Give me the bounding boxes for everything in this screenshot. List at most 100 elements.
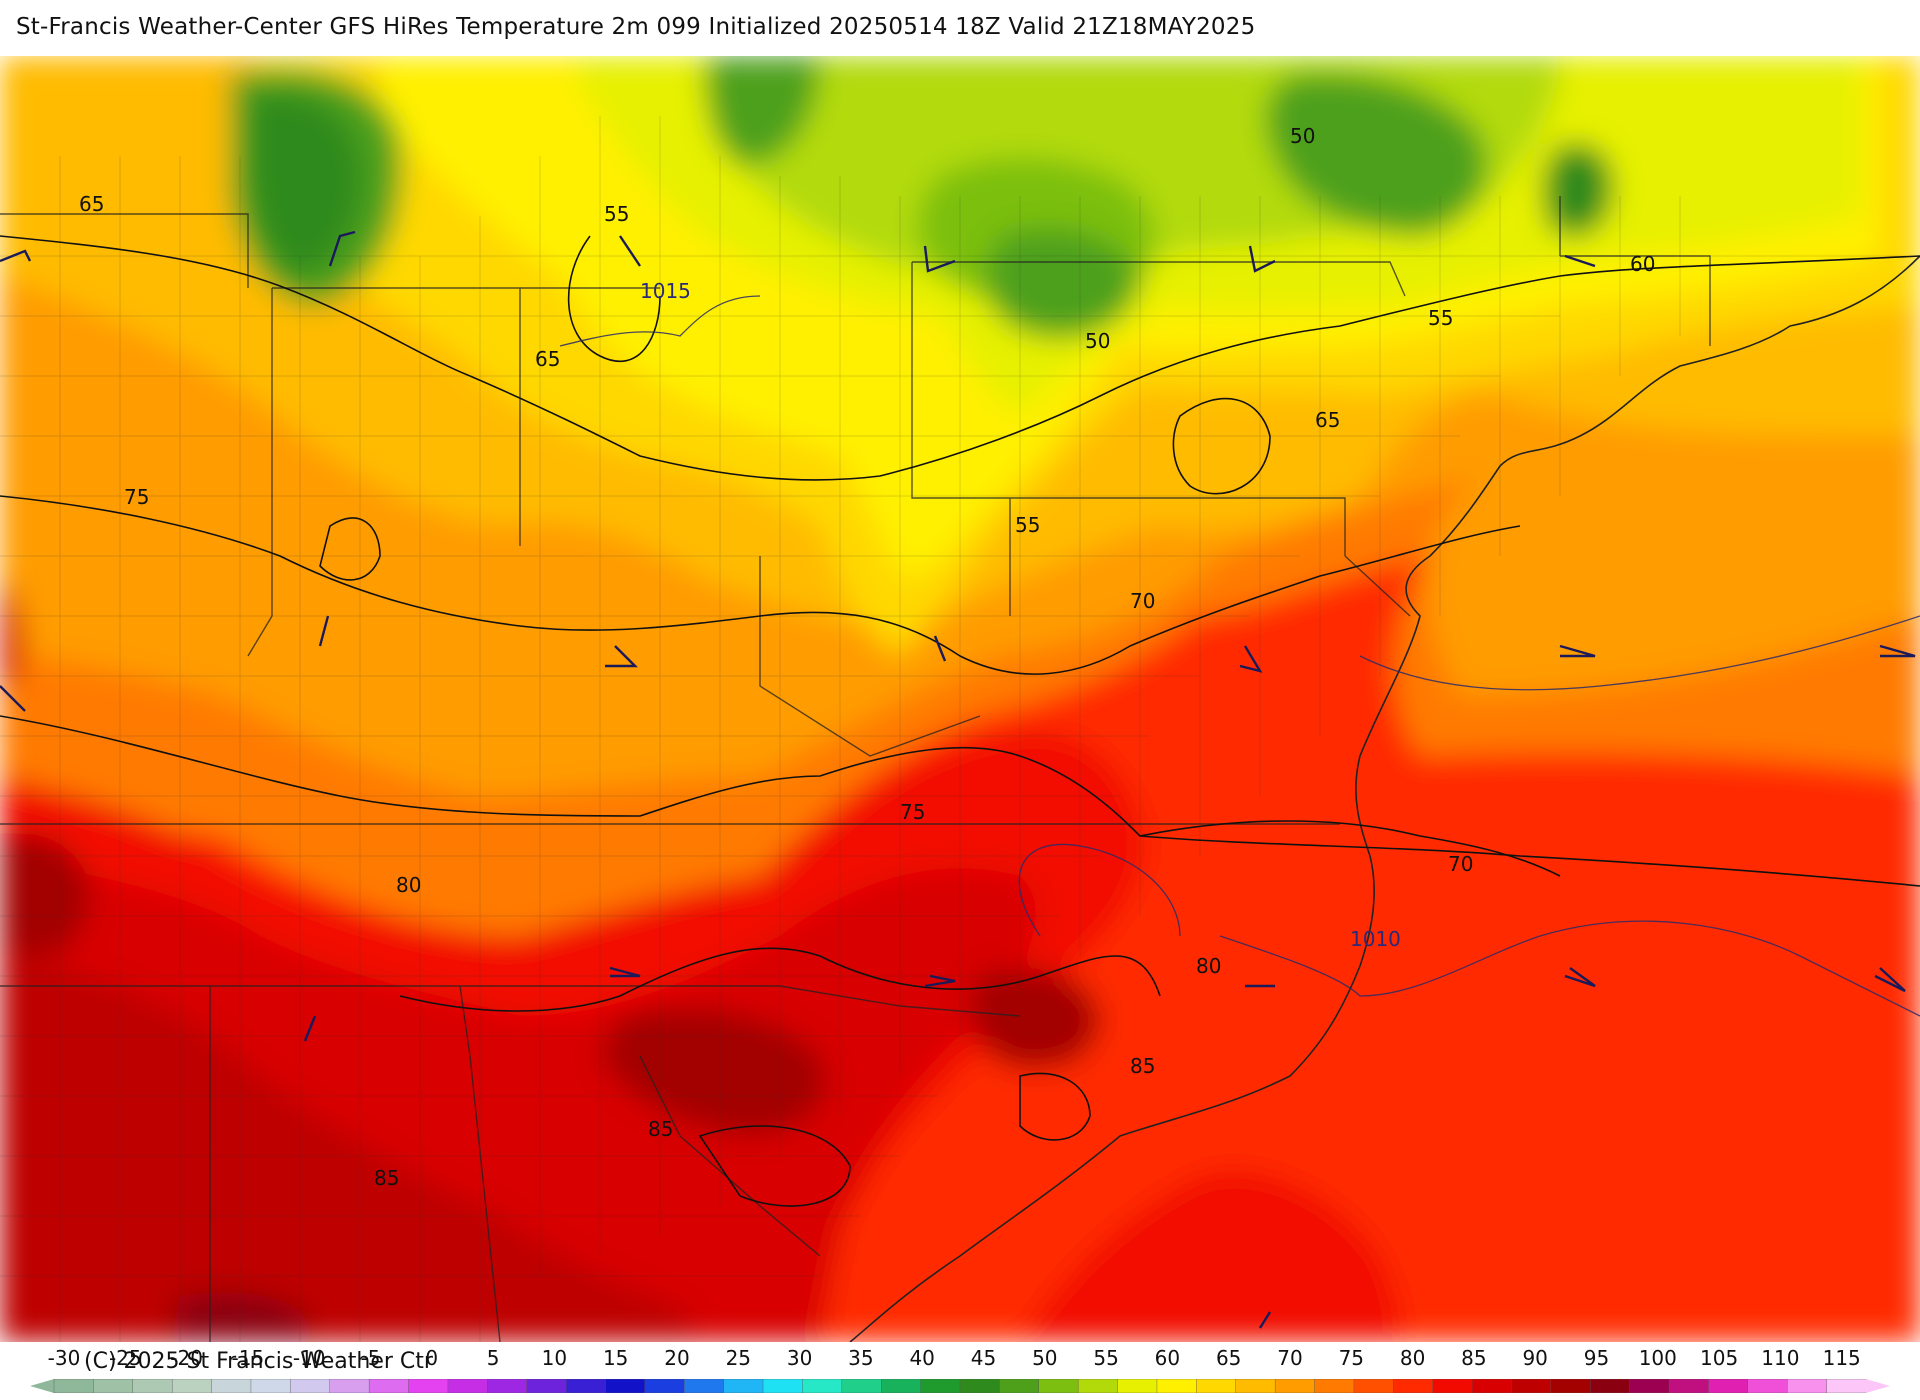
colorbar-swatch — [1274, 1379, 1316, 1393]
coastline — [849, 255, 1920, 1342]
colorbar-swatch — [1550, 1379, 1591, 1393]
colorbar-swatch — [1590, 1379, 1631, 1393]
wind-barb-icon — [923, 245, 956, 273]
colorbar-tick-label: 100 — [1638, 1346, 1677, 1370]
colorbar-tick-label: 55 — [1093, 1346, 1119, 1370]
colorbar-swatch — [723, 1379, 764, 1393]
contour-label: 70 — [1448, 852, 1473, 876]
colorbar-swatch — [250, 1379, 292, 1393]
colorbar-tick-label: 80 — [1399, 1346, 1426, 1370]
state-boundaries — [0, 196, 1711, 1342]
contour-label: 55 — [1015, 513, 1040, 537]
temperature-field — [0, 56, 1920, 1342]
temperature-contours — [0, 235, 1920, 1207]
wind-barb-icon — [328, 230, 356, 267]
colorbar-tick-label: -30 — [47, 1346, 81, 1370]
contour-label: 55 — [604, 202, 629, 226]
colorbar-swatch — [1629, 1379, 1670, 1393]
wind-barb-icon — [609, 966, 641, 978]
colorbar-tick-label: 0 — [425, 1346, 439, 1370]
colorbar-tick-label: 5 — [486, 1346, 500, 1370]
colorbar-tick-label: 85 — [1461, 1346, 1487, 1370]
wind-barb-icon — [303, 1015, 317, 1042]
colorbar-swatch — [1038, 1379, 1079, 1393]
contour-label: 85 — [374, 1166, 399, 1190]
wind-barb-icon — [1258, 1311, 1272, 1329]
copyright-text: (C) 2025 St Francis Weather Ctr — [84, 1349, 433, 1374]
colorbar-tick-label: -10 — [292, 1346, 326, 1370]
colorbar-swatch — [565, 1379, 607, 1393]
colorbar-tick-label: -15 — [231, 1346, 265, 1370]
contour-label: 65 — [79, 192, 104, 216]
colorbar-swatch — [1156, 1379, 1198, 1393]
isobar-label: 1015 — [640, 279, 691, 303]
map-title: St-Francis Weather-Center GFS HiRes Temp… — [16, 14, 1256, 40]
colorbar-swatch — [1747, 1379, 1788, 1393]
colorbar-tick-label: 45 — [970, 1346, 997, 1370]
colorbar-swatch — [999, 1379, 1040, 1393]
colorbar-tick-label: 110 — [1761, 1346, 1800, 1370]
colorbar-swatch — [684, 1379, 725, 1393]
colorbar-tick-label: 75 — [1338, 1346, 1365, 1370]
wind-barb-icon — [0, 685, 26, 712]
colorbar-swatch — [171, 1379, 213, 1393]
colorbar-labels: -30 -25 -20 -15 -10 -5 0 5 10 15 20 25 30 35 40 45 50 55 6… — [0, 1342, 1920, 1372]
colorbar-tick-label: 90 — [1522, 1346, 1548, 1370]
colorbar-swatch — [53, 1379, 95, 1393]
wind-barb-icon — [1879, 644, 1916, 658]
colorbar-tick-label: 65 — [1215, 1346, 1242, 1370]
colorbar-swatch — [644, 1379, 685, 1393]
wind-barbs — [0, 230, 1916, 1329]
contour-label: 50 — [1085, 329, 1110, 353]
colorbar-swatch — [762, 1379, 804, 1393]
wind-barb-icon — [1248, 245, 1276, 273]
colorbar-tick-label: 60 — [1154, 1346, 1181, 1370]
colorbar-swatch — [290, 1379, 331, 1393]
wind-barb-icon — [933, 635, 947, 662]
contour-label: 50 — [1290, 124, 1315, 148]
contour-label: 65 — [535, 347, 560, 371]
contour-label: 85 — [1130, 1054, 1155, 1078]
colorbar-swatch — [1117, 1379, 1158, 1393]
colorbar-swatch — [447, 1379, 489, 1393]
colorbar-swatch — [1668, 1379, 1710, 1393]
colorbar-tick-label: 25 — [725, 1346, 752, 1370]
colorbar-swatch — [329, 1379, 370, 1393]
colorbar-swatch — [132, 1379, 173, 1393]
colorbar-tick-label: 30 — [786, 1346, 813, 1370]
county-boundaries — [0, 116, 1920, 1342]
wind-barb-icon — [1874, 967, 1906, 993]
contour-label: 80 — [1196, 954, 1221, 978]
colorbar-tick-label: -25 — [108, 1346, 142, 1370]
contour-label: 75 — [124, 485, 149, 509]
colorbar-swatch — [408, 1379, 449, 1393]
colorbar-swatch — [1235, 1379, 1276, 1393]
colorbar-arrow-left — [30, 1379, 54, 1393]
colorbar-swatch — [959, 1379, 1001, 1393]
contour-label: 60 — [1630, 252, 1655, 276]
colorbar-tick-label: 10 — [541, 1346, 568, 1370]
wind-barb-icon — [0, 249, 32, 263]
colorbar-swatch — [1393, 1379, 1434, 1393]
wind-barb-icon — [1239, 645, 1263, 673]
colorbar-swatch — [1708, 1379, 1749, 1393]
colorbar-swatch — [1077, 1379, 1119, 1393]
colorbar-swatch — [881, 1379, 922, 1393]
contour-label: 85 — [648, 1117, 673, 1141]
colorbar-arrow-right — [1866, 1379, 1890, 1393]
wind-barb-icon — [1564, 254, 1596, 268]
colorbar-swatch — [605, 1379, 646, 1393]
wind-barb-icon — [1559, 644, 1596, 658]
colorbar-swatch — [526, 1379, 567, 1393]
colorbar-tick-label: 115 — [1822, 1346, 1861, 1370]
contour-label: 75 — [900, 800, 925, 824]
colorbar-swatch — [1826, 1379, 1867, 1393]
colorbar-swatch — [211, 1379, 252, 1393]
colorbar-swatch — [920, 1379, 961, 1393]
wind-barb-icon — [924, 974, 956, 988]
title-bar: St-Francis Weather-Center GFS HiRes Temp… — [0, 0, 1920, 56]
colorbar-tick-label: 35 — [848, 1346, 874, 1370]
temperature-map[interactable]: 65 55 1015 65 50 60 50 55 65 75 55 70 75… — [0, 56, 1920, 1342]
colorbar-swatch — [1471, 1379, 1513, 1393]
colorbar-swatch — [487, 1379, 528, 1393]
